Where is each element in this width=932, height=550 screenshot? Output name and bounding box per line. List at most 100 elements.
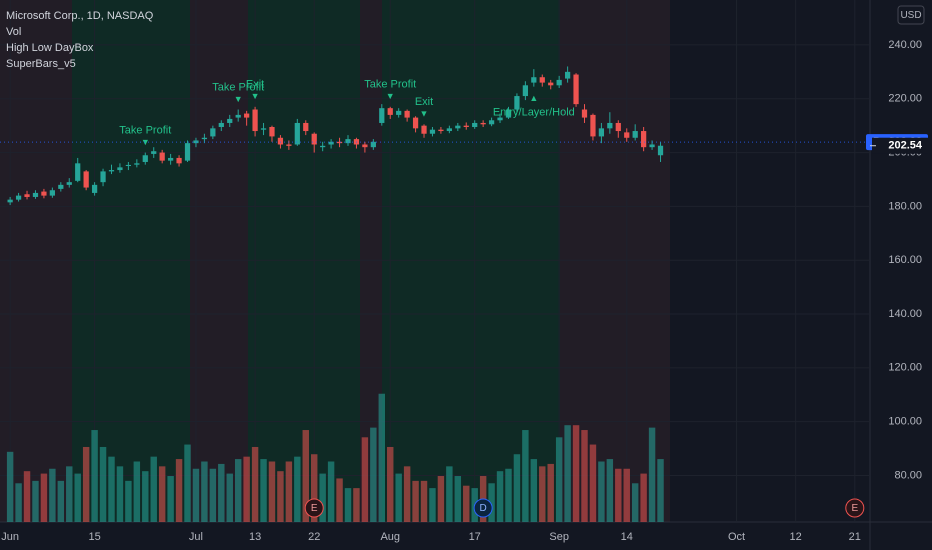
volume-bar (387, 446, 394, 522)
legend-line: Vol (6, 26, 21, 38)
candle-body (573, 74, 579, 105)
candle-body (556, 79, 562, 86)
volume-bar (598, 461, 605, 522)
candle-body (294, 122, 300, 145)
event-label: E (311, 503, 318, 514)
candle-body (151, 151, 157, 154)
currency-box[interactable] (897, 5, 925, 25)
event-marker[interactable] (304, 498, 324, 518)
volume-bar (361, 437, 369, 522)
candle-body (269, 127, 275, 137)
volume-bar (268, 461, 276, 522)
legend-line: SuperBars_v5 (6, 58, 76, 70)
volume-bar (192, 468, 200, 522)
volume-bar (158, 466, 166, 522)
currency: USD (900, 10, 921, 21)
annotation-marker: ▼ (234, 94, 243, 104)
volume-bar (623, 468, 630, 522)
candle-body (505, 109, 512, 118)
event-marker[interactable] (845, 498, 865, 518)
event-marker[interactable] (473, 498, 493, 518)
x-tick-label: 22 (308, 531, 320, 543)
y-tick-label: 140.00 (888, 308, 922, 320)
candle-body (370, 141, 376, 148)
candle-body (429, 129, 436, 134)
volume-bar (142, 471, 149, 522)
volume-bar (184, 444, 191, 522)
candle-body (421, 125, 427, 134)
volume-bar (589, 444, 597, 522)
candle-body (184, 143, 191, 161)
volume-bar (209, 468, 217, 522)
annotation-text: Entry/Layer/Hold (493, 107, 575, 119)
x-tick-label: Jul (189, 531, 203, 543)
volume-bar (285, 461, 293, 522)
candle-body (649, 144, 655, 148)
volume-bar (344, 488, 352, 522)
x-tick-label: 12 (790, 531, 802, 543)
volume-bar (175, 459, 183, 522)
candle-body (91, 184, 98, 193)
candle-body (548, 82, 554, 86)
candle-body (176, 157, 182, 164)
band (72, 0, 190, 522)
candle-body (328, 141, 334, 145)
candle-body (564, 71, 571, 79)
volume-bar (15, 483, 22, 522)
volume-bar (218, 463, 225, 522)
volume-bar (66, 466, 73, 522)
candle-body (193, 140, 199, 144)
volume-bar (108, 456, 115, 522)
volume-bar (615, 468, 622, 522)
volume-bar (496, 471, 504, 522)
volume-bar (226, 473, 233, 522)
volume-bar (277, 471, 284, 522)
candle-body (455, 125, 461, 129)
annotation-marker: ▼ (251, 91, 260, 101)
annotation-text: Take Profit (119, 124, 171, 136)
candle-body (7, 199, 13, 203)
volume-bar (463, 485, 470, 522)
volume-bar (530, 459, 538, 522)
volume-bar (57, 480, 65, 522)
annotation-text: Take Profit (364, 79, 416, 91)
volume-bar (74, 473, 81, 522)
candle-body (117, 167, 123, 171)
price-tag-bg (872, 137, 928, 154)
candle-body (125, 164, 132, 167)
volume-bar (133, 461, 141, 522)
candle-body (657, 145, 664, 156)
x-tick-label: 14 (621, 531, 633, 543)
volume-bar (327, 461, 335, 522)
volume-bar (564, 425, 571, 522)
band (0, 0, 72, 522)
candle-body (438, 129, 444, 132)
candle-body (472, 122, 478, 128)
x-tick-label: 15 (88, 531, 100, 543)
candle-body (345, 139, 351, 144)
candle-body (531, 77, 537, 83)
x-tick-label: 13 (249, 531, 261, 543)
annotation-marker: ▼ (141, 137, 150, 147)
x-tick-label: Sep (549, 531, 569, 543)
volume-bar (505, 468, 512, 522)
candle-body (277, 137, 284, 145)
event-label: E (851, 503, 858, 514)
volume-bar (251, 446, 259, 522)
y-tick-label: 160.00 (888, 254, 922, 266)
x-tick-label: 21 (849, 531, 861, 543)
candle-body (49, 190, 55, 196)
candle-body (598, 128, 605, 137)
volume-bar (539, 466, 546, 522)
volume-bar (150, 456, 157, 522)
volume-bar (648, 427, 656, 522)
candle-body (539, 77, 545, 83)
candle-body (581, 109, 588, 118)
volume-bar (310, 454, 318, 522)
candle-body (134, 163, 140, 165)
candle-body (303, 122, 309, 132)
candle-body (379, 108, 385, 123)
volume-bar (353, 488, 360, 522)
y-tick-label: 120.00 (888, 362, 922, 374)
